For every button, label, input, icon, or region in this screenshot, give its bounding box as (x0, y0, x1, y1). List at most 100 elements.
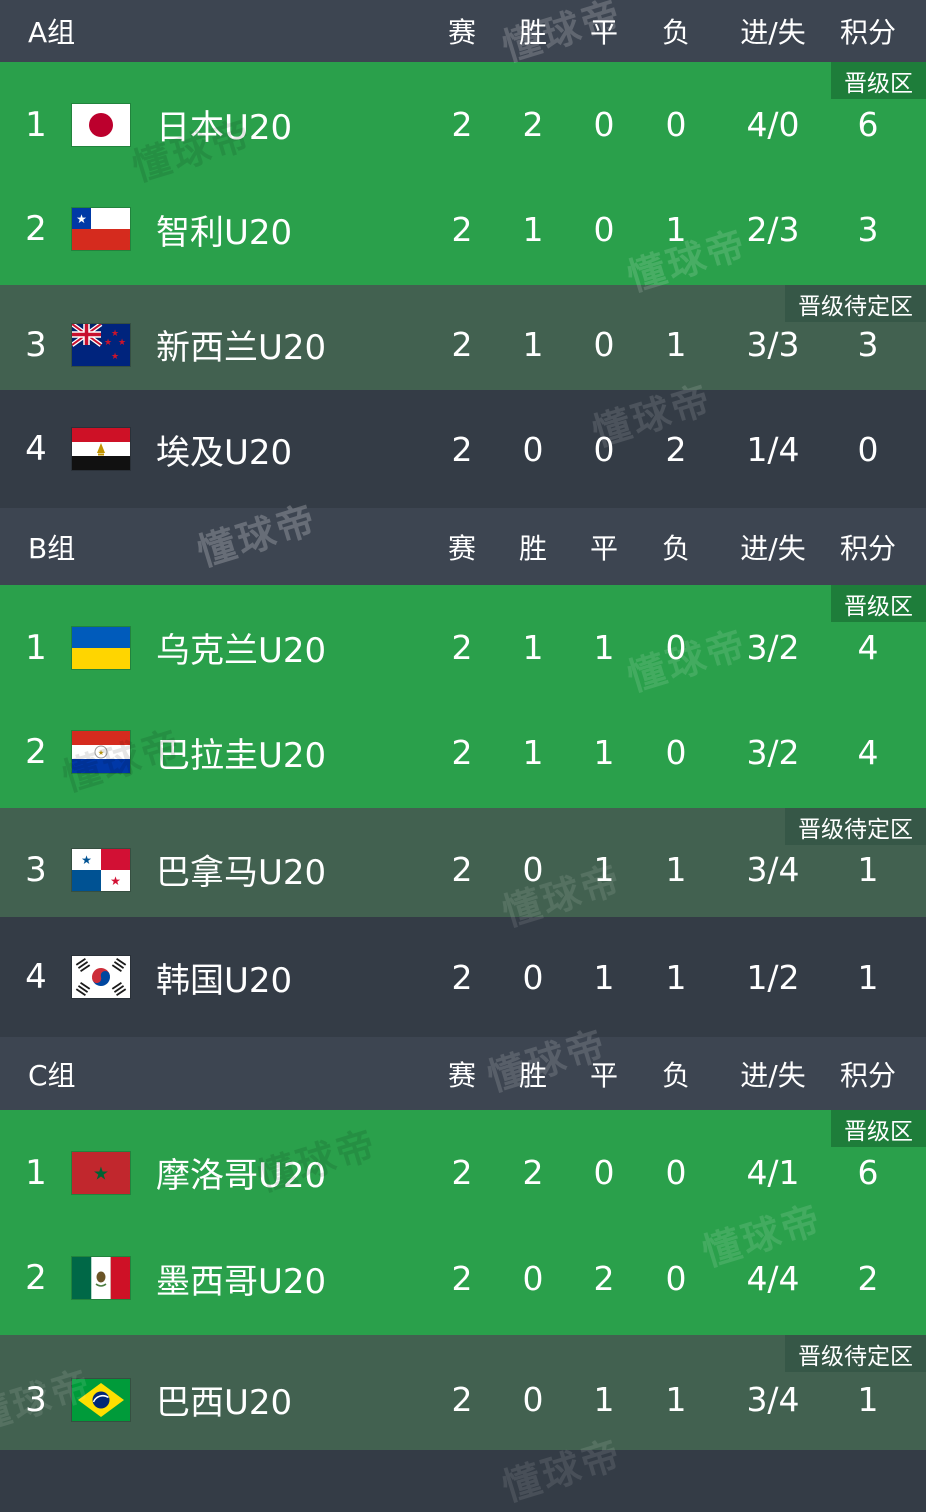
stat-drawn: 0 (593, 105, 615, 144)
stat-drawn: 1 (593, 957, 615, 997)
stat-played: 2 (451, 1153, 473, 1192)
team-row[interactable]: 2 ★ 巴拉圭U20 2 1 1 0 3/2 4 (0, 696, 926, 808)
stat-goals: 4/0 (746, 105, 800, 144)
team-row[interactable]: 晋级区 1 ★ 摩洛哥U20 2 2 0 0 4/1 6 (0, 1110, 926, 1221)
stat-lost: 0 (665, 1153, 687, 1192)
stat-lost: 1 (665, 957, 687, 997)
team-row[interactable]: 2 ★ 智利U20 2 1 0 1 2/3 3 (0, 173, 926, 285)
team-name: 巴拿马U20 (156, 853, 327, 893)
col-played: 赛 (447, 531, 476, 565)
team-row[interactable]: 晋级区 1 乌克兰U20 2 1 1 0 3/2 4 (0, 585, 926, 696)
team-stats: 2 0 0 2 1/4 0 (432, 430, 926, 469)
svg-text:★: ★ (118, 338, 126, 348)
team-name: 韩国U20 (156, 960, 293, 1001)
team-name: 新西兰U20 (156, 328, 327, 368)
chile-flag-icon: ★ (72, 208, 134, 250)
svg-text:★: ★ (93, 1163, 109, 1184)
ukraine-flag-icon (72, 626, 134, 669)
team-stats: 2 0 1 1 3/4 1 (432, 850, 926, 889)
group-name: C组 (28, 1058, 76, 1092)
stat-won: 0 (522, 957, 544, 997)
team-name: 摩洛哥U20 (156, 1156, 327, 1196)
team-row[interactable]: 2 墨西哥U20 2 0 2 0 4/4 2 (0, 1221, 926, 1335)
stat-points: 6 (857, 105, 879, 144)
col-played: 赛 (447, 1058, 476, 1092)
stat-lost: 1 (665, 850, 687, 889)
stat-drawn: 1 (593, 850, 615, 889)
stat-played: 2 (451, 209, 473, 249)
team-row[interactable]: 晋级待定区 3 ★ ★ 巴拿马U20 2 0 1 1 3/4 1 (0, 808, 926, 917)
stat-played: 2 (451, 1380, 473, 1419)
stat-won: 0 (522, 850, 544, 889)
stat-drawn: 2 (593, 1258, 615, 1298)
stat-played: 2 (451, 732, 473, 772)
team-name: 智利U20 (156, 212, 293, 253)
stat-points: 3 (857, 325, 879, 364)
stat-goals: 4/4 (746, 1258, 800, 1298)
svg-text:★: ★ (111, 329, 119, 339)
stat-played: 2 (451, 105, 473, 144)
team-row[interactable]: 晋级待定区 3 ★ ★ ★ ★ 新西兰U20 2 1 0 1 3/3 3 (0, 285, 926, 390)
rank: 1 (25, 1152, 47, 1193)
col-lost: 负 (661, 16, 690, 49)
col-played: 赛 (447, 16, 476, 49)
stat-goals: 1/4 (746, 429, 800, 469)
south-korea-flag-icon (72, 956, 134, 998)
column-headers: 赛 胜 平 负 进/失 积分 (432, 11, 926, 51)
team-name: 巴西U20 (156, 1383, 293, 1423)
svg-text:★: ★ (81, 853, 92, 867)
team-stats: 2 1 1 0 3/2 4 (432, 733, 926, 772)
stat-won: 0 (522, 1380, 544, 1419)
stat-played: 2 (451, 628, 473, 667)
stat-drawn: 0 (593, 325, 615, 364)
stat-lost: 1 (665, 209, 687, 249)
stat-lost: 0 (665, 105, 687, 144)
team-stats: 2 0 1 1 3/4 1 (432, 1380, 926, 1419)
stat-points: 1 (857, 957, 879, 997)
col-points: 积分 (839, 1058, 896, 1092)
stat-lost: 2 (665, 429, 687, 469)
rank: 1 (25, 627, 47, 668)
col-goals: 进/失 (740, 16, 806, 49)
team-name: 日本U20 (156, 108, 293, 148)
team-row[interactable]: 4 埃及U20 2 0 0 2 1/4 0 (0, 390, 926, 508)
stat-played: 2 (451, 325, 473, 364)
japan-flag-icon (72, 103, 134, 146)
new-zealand-flag-icon: ★ ★ ★ ★ (72, 323, 134, 366)
column-headers: 赛 胜 平 负 进/失 积分 (432, 1054, 926, 1094)
team-row[interactable]: 晋级待定区 3 巴西U20 2 0 1 1 3/4 1 (0, 1335, 926, 1450)
stat-goals: 1/2 (746, 957, 800, 997)
group-name: B组 (28, 531, 76, 565)
col-won: 胜 (518, 16, 547, 49)
morocco-flag-icon: ★ (72, 1151, 134, 1194)
rank: 2 (25, 209, 47, 249)
stat-goals: 3/2 (746, 732, 800, 772)
stat-played: 2 (451, 1258, 473, 1298)
team-stats: 2 0 2 0 4/4 2 (432, 1259, 926, 1298)
stat-played: 2 (451, 850, 473, 889)
rank: 3 (25, 1379, 47, 1420)
rank: 2 (25, 732, 47, 772)
team-row[interactable]: 晋级区 1 日本U20 2 2 0 0 4/0 6 (0, 62, 926, 173)
svg-text:★: ★ (98, 749, 104, 757)
col-goals: 进/失 (740, 1058, 806, 1092)
stat-drawn: 1 (593, 628, 615, 667)
stat-won: 0 (522, 429, 544, 469)
team-stats: 2 1 0 1 3/3 3 (432, 325, 926, 364)
rank: 2 (25, 1258, 47, 1298)
promotion-zone-badge: 晋级区 (831, 1110, 926, 1147)
stat-goals: 3/2 (746, 628, 800, 667)
stat-lost: 0 (665, 628, 687, 667)
partial-row (0, 1450, 926, 1483)
rank: 3 (25, 324, 47, 365)
team-row[interactable]: 4 韩国U20 2 0 1 1 1/2 1 (0, 917, 926, 1037)
stat-points: 3 (857, 209, 879, 249)
stat-drawn: 0 (593, 429, 615, 469)
stat-points: 1 (857, 850, 879, 889)
stat-points: 0 (857, 429, 879, 469)
stat-lost: 1 (665, 325, 687, 364)
group-a-header: A组 赛 胜 平 负 进/失 积分 (0, 0, 926, 62)
rank: 4 (25, 957, 47, 997)
svg-text:★: ★ (104, 338, 112, 348)
stat-points: 4 (857, 732, 879, 772)
